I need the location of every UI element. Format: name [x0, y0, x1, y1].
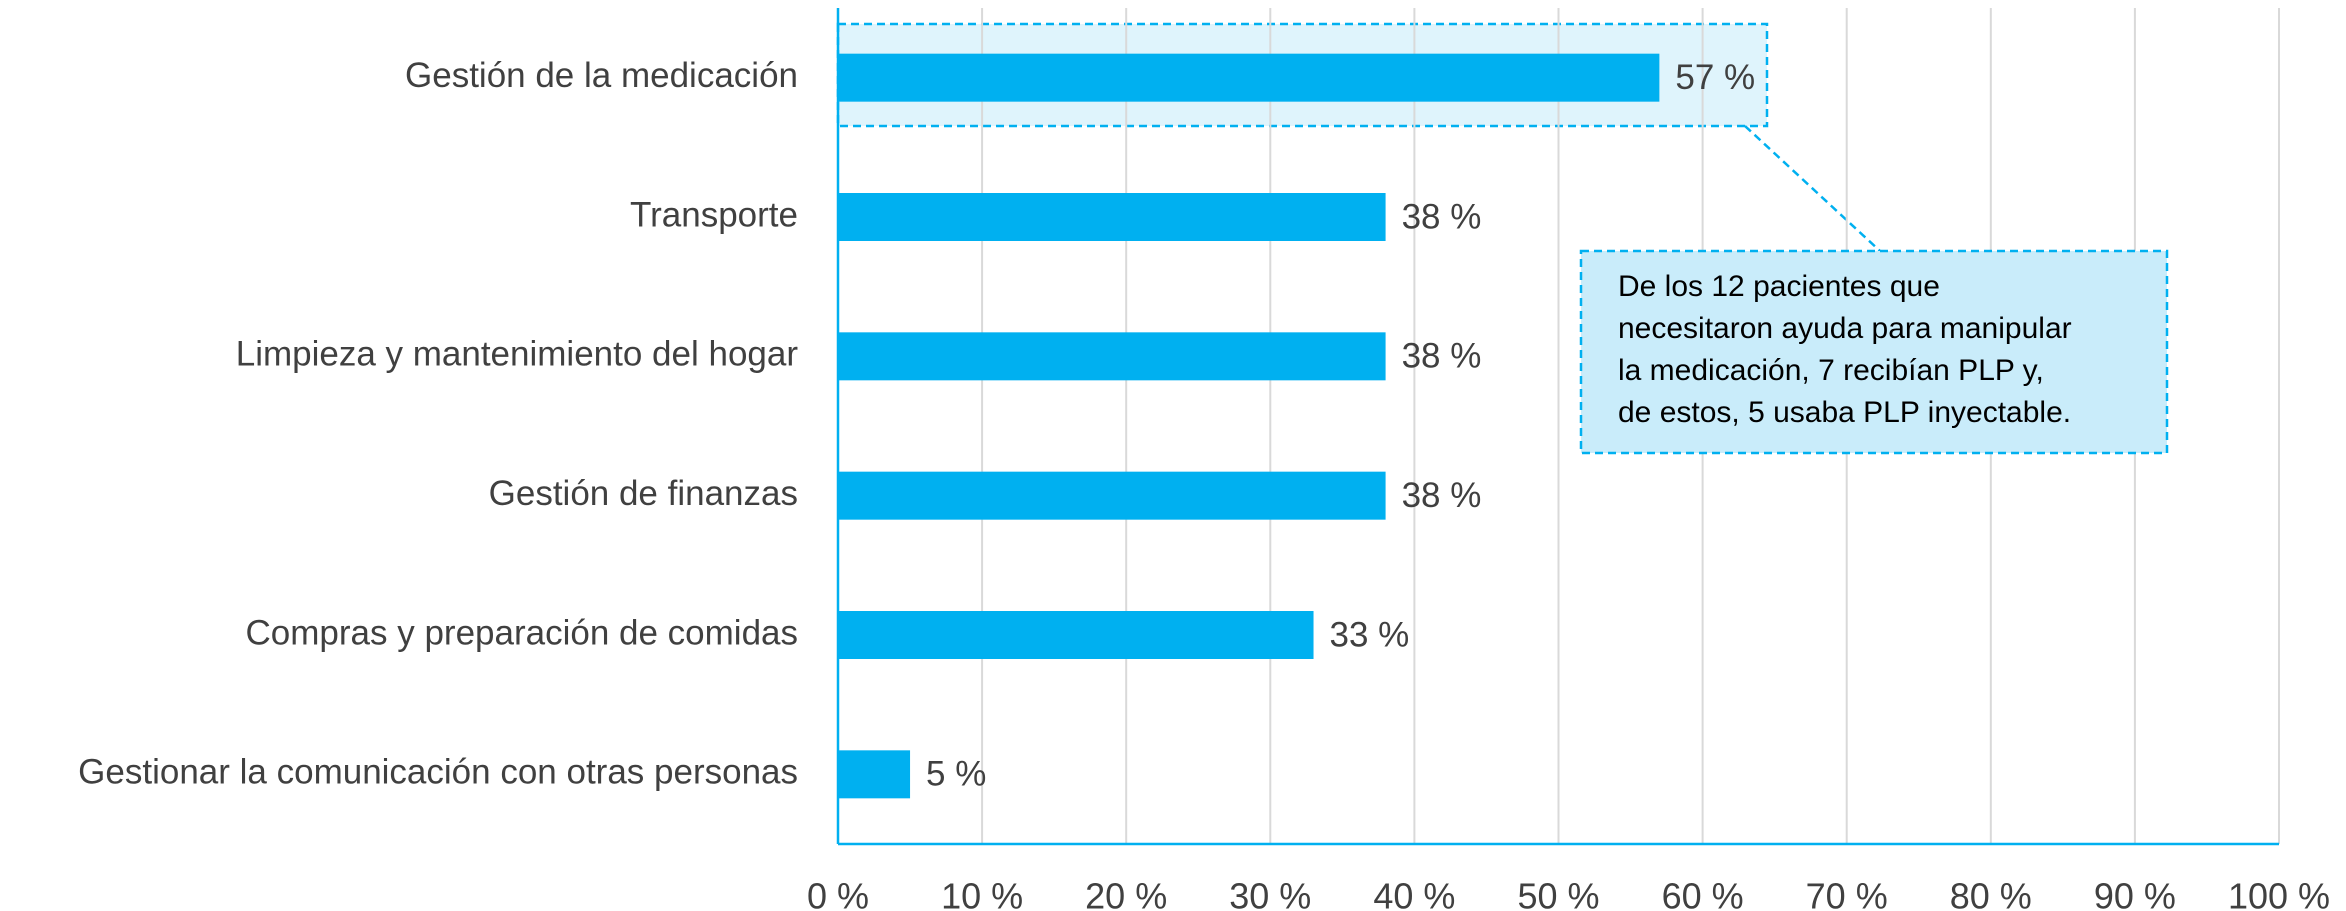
category-label: Transporte [630, 195, 798, 234]
bars: Gestión de la medicación 57 % Transporte 38… [78, 53, 1755, 799]
value-label: 5 % [926, 755, 986, 794]
grid: 0 % 10 % 20 % 30 % 40 % 50 % 60 % 70 % 80 % 90 % 1… [807, 8, 2330, 911]
category-label: Gestión de la medicación [405, 56, 798, 95]
value-label: 38 % [1402, 197, 1482, 236]
annotation-box [1579, 249, 2169, 455]
x-tick-label: 20 % [1085, 876, 1167, 911]
value-label: 38 % [1402, 476, 1482, 515]
x-tick-label: 40 % [1373, 876, 1455, 911]
bar [838, 611, 1314, 659]
annotation: De los 12 pacientes que necesitaron ayuda… [1618, 270, 2072, 429]
x-tick-label: 90 % [2094, 876, 2176, 911]
annotation-line: necesitaron ayuda para manipular [1618, 312, 2072, 345]
annotation-connector [1744, 125, 1881, 252]
value-label: 33 % [1330, 615, 1410, 654]
x-tick-label: 50 % [1517, 876, 1599, 911]
bar [838, 332, 1386, 381]
x-tick-label: 10 % [941, 876, 1023, 911]
category-label: Limpieza y mantenimiento del hogar [236, 335, 799, 374]
value-label: 38 % [1402, 337, 1482, 376]
bar [838, 750, 911, 799]
annotation-line: De los 12 pacientes que [1618, 270, 1940, 303]
value-label: 57 % [1675, 58, 1755, 97]
bar [838, 53, 1660, 102]
x-tick-label: 70 % [1806, 876, 1888, 911]
x-tick-label: 30 % [1229, 876, 1311, 911]
bar [838, 471, 1386, 520]
bar [838, 193, 1386, 241]
annotation-line: de estos, 5 usaba PLP inyectable. [1618, 396, 2071, 429]
x-tick-label: 0 % [807, 876, 869, 911]
category-label: Gestión de finanzas [489, 474, 798, 513]
category-label: Gestionar la comunicación con otras pers… [78, 753, 798, 792]
annotation-line: la medicación, 7 recibían PLP y, [1618, 354, 2044, 387]
x-tick-label: 60 % [1662, 876, 1744, 911]
x-tick-label: 80 % [1950, 876, 2032, 911]
category-label: Compras y preparación de comidas [246, 613, 798, 652]
x-tick-label: 100 % [2228, 876, 2330, 911]
